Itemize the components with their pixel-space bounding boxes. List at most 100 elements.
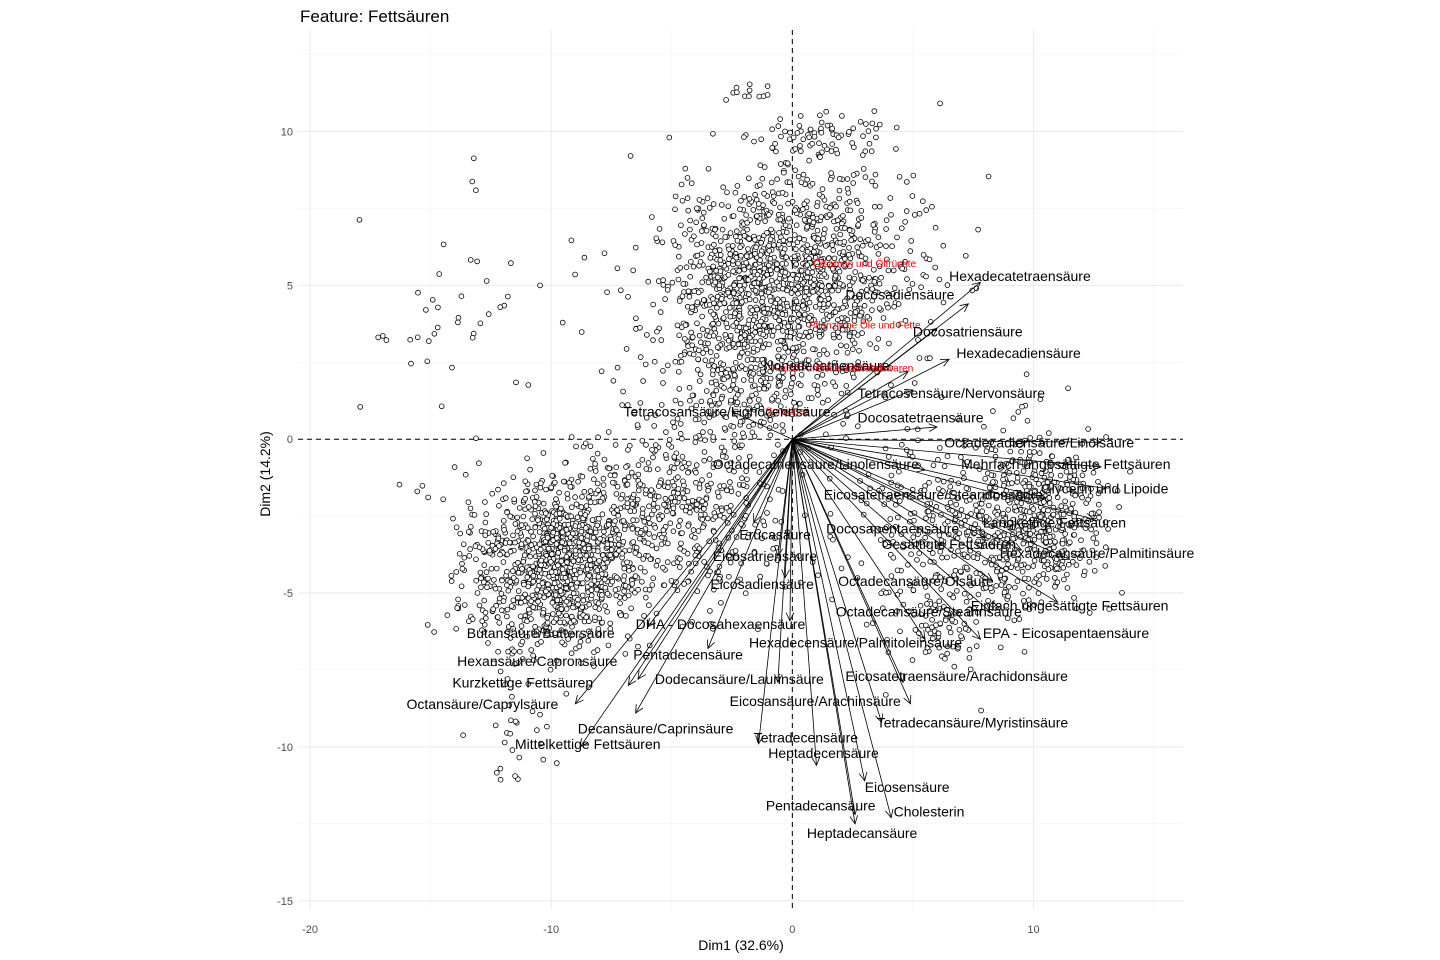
- observation-point: [534, 727, 540, 733]
- observation-point: [505, 587, 512, 594]
- observation-point: [595, 573, 602, 580]
- observation-point: [911, 212, 918, 218]
- observation-point: [707, 255, 714, 261]
- observation-point: [693, 479, 699, 486]
- observation-point: [940, 242, 947, 249]
- observation-point: [767, 236, 774, 243]
- observation-point: [976, 512, 983, 519]
- observation-point: [583, 503, 590, 509]
- observation-point: [525, 504, 532, 510]
- observation-point: [1009, 480, 1015, 486]
- observation-point: [973, 507, 980, 514]
- observation-point: [525, 382, 532, 388]
- observation-point: [846, 198, 853, 205]
- observation-point: [810, 288, 816, 295]
- observation-point: [775, 242, 782, 248]
- observation-point: [789, 198, 796, 205]
- observation-point: [600, 552, 606, 558]
- observation-point: [904, 426, 911, 432]
- observation-point: [757, 252, 764, 258]
- variable-label: Butansäure/Buttersäure: [467, 625, 615, 641]
- observation-point: [522, 591, 528, 598]
- observation-point: [473, 187, 479, 194]
- observation-point: [379, 333, 386, 339]
- observation-point: [847, 207, 854, 214]
- observation-point: [758, 239, 764, 246]
- observation-point: [564, 495, 571, 502]
- observation-point: [854, 200, 861, 206]
- observation-point: [474, 590, 481, 596]
- observation-point: [835, 134, 842, 141]
- observation-point: [975, 226, 981, 233]
- observation-point: [571, 567, 578, 574]
- observation-point: [746, 296, 753, 303]
- observation-point: [795, 323, 802, 330]
- observation-point: [470, 155, 477, 162]
- observation-point: [750, 370, 757, 377]
- observation-point: [946, 624, 952, 631]
- observation-point: [1000, 427, 1006, 434]
- variable-label: Heptadecensäure: [768, 745, 879, 761]
- observation-point: [558, 606, 565, 612]
- observation-point: [550, 529, 556, 536]
- observation-point: [541, 525, 548, 532]
- observation-point: [650, 501, 657, 507]
- observation-point: [563, 690, 570, 697]
- observation-point: [767, 375, 774, 382]
- observation-point: [540, 450, 547, 456]
- observation-point: [633, 544, 640, 551]
- observation-point: [739, 475, 745, 482]
- observation-point: [671, 454, 678, 460]
- observation-point: [524, 574, 531, 580]
- observation-point: [694, 501, 700, 508]
- observation-point: [849, 140, 855, 146]
- observation-point: [792, 167, 799, 174]
- variable-label: EPA - Eicosapentaensäure: [983, 625, 1150, 641]
- observation-point: [576, 643, 582, 650]
- observation-point: [750, 317, 757, 323]
- observation-point: [415, 289, 421, 296]
- observation-point: [731, 282, 737, 289]
- observation-point: [649, 446, 655, 453]
- observation-point: [524, 455, 530, 462]
- observation-point: [645, 278, 651, 285]
- observation-point: [720, 315, 727, 321]
- observation-point: [831, 255, 838, 262]
- observation-point: [1116, 504, 1122, 510]
- observation-point: [807, 126, 814, 133]
- observation-point: [532, 503, 539, 510]
- observation-point: [738, 387, 744, 394]
- observation-point: [908, 238, 914, 244]
- observation-point: [759, 298, 765, 305]
- observation-point: [873, 134, 879, 141]
- observation-point: [699, 498, 705, 505]
- observation-point: [685, 469, 691, 476]
- observation-point: [815, 392, 821, 398]
- observation-point: [721, 425, 728, 432]
- observation-point: [642, 568, 648, 575]
- observation-point: [773, 148, 779, 155]
- observation-point: [926, 479, 932, 486]
- observation-point: [810, 346, 816, 352]
- observation-point: [510, 474, 517, 481]
- observation-point: [518, 599, 524, 606]
- observation-point: [883, 217, 890, 224]
- observation-point: [801, 201, 808, 207]
- observation-point: [1060, 564, 1067, 571]
- observation-point: [876, 203, 883, 210]
- observation-point: [554, 535, 560, 541]
- observation-point: [750, 207, 757, 213]
- observation-point: [797, 113, 804, 119]
- observation-point: [722, 234, 728, 240]
- observation-point: [875, 336, 882, 342]
- variable-label: DHA - Docosahexaensäure: [636, 616, 806, 632]
- observation-point: [694, 320, 700, 327]
- observation-point: [777, 304, 783, 311]
- observation-point: [660, 380, 666, 386]
- observation-point: [624, 559, 630, 566]
- observation-point: [653, 235, 660, 242]
- observation-point: [701, 419, 707, 426]
- observation-point: [780, 250, 786, 256]
- observation-point: [710, 434, 716, 440]
- observation-point: [702, 437, 708, 444]
